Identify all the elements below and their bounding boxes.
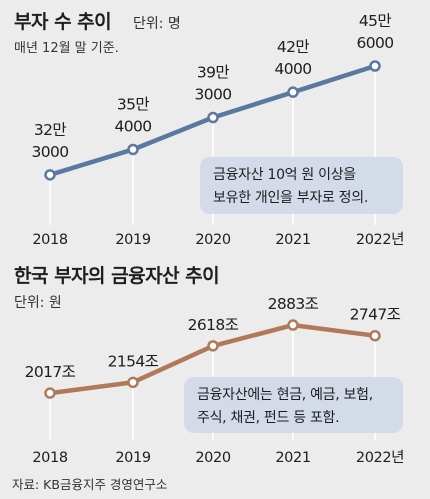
top-tick-label: 2021	[275, 232, 310, 248]
bottom-tick-label: 2020	[195, 450, 230, 466]
top-value-label: 39만	[197, 64, 230, 82]
top-value-label: 35만	[117, 95, 150, 113]
top-point	[369, 60, 381, 72]
top-tick-label: 2018	[32, 232, 67, 248]
bottom-value-label: 2883조	[268, 295, 319, 313]
bottom-point	[44, 387, 56, 399]
bottom-tick-label: 2018	[32, 450, 67, 466]
bottom-value-label: 2154조	[108, 352, 159, 370]
top-chart-unit: 단위: 명	[133, 16, 181, 32]
bottom-annotation-line: 주식, 채권, 펀드 등 포함.	[197, 410, 339, 426]
top-tick-label: 2022년	[356, 231, 404, 248]
top-point	[207, 111, 219, 124]
top-chart-note: 매년 12월 말 기준.	[14, 41, 119, 56]
top-point	[287, 86, 299, 98]
bottom-value-label: 2017조	[25, 363, 76, 381]
source-note: 자료: KB금융지주 경영연구소	[12, 477, 167, 492]
top-annotation-line: 금융자산 10억 원 이상을	[213, 167, 356, 183]
bottom-point	[287, 319, 299, 331]
top-value-label: 42만	[277, 38, 310, 56]
top-annotation-box	[200, 157, 403, 214]
top-value-label: 6000	[356, 34, 393, 52]
top-value-label: 32만	[34, 121, 67, 139]
bottom-annotation-line: 금융자산에는 현금, 예금, 보험,	[197, 387, 373, 403]
bottom-chart-unit: 단위: 원	[14, 295, 62, 311]
bottom-tick-label: 2022년	[356, 449, 404, 466]
bottom-chart-title: 한국 부자의 금융자산 추이	[14, 265, 219, 287]
bottom-point	[369, 329, 381, 342]
bottom-value-label: 2618조	[188, 316, 239, 334]
top-chart-title: 부자 수 추이	[14, 11, 111, 33]
bottom-chart: 금융자산에는 현금, 예금, 보험, 주식, 채권, 펀드 등 포함. 2017조 2…	[25, 295, 405, 466]
top-value-label: 3000	[31, 143, 68, 161]
bottom-annotation-box	[184, 377, 403, 433]
bottom-point	[207, 340, 219, 352]
bottom-tick-label: 2019	[115, 450, 150, 466]
top-value-label: 45만	[359, 12, 392, 30]
top-value-label: 3000	[194, 86, 231, 104]
top-tick-label: 2020	[195, 232, 230, 248]
top-value-label: 4000	[274, 60, 311, 78]
top-annotation-line: 보유한 개인을 부자로 정의.	[213, 190, 368, 206]
top-tick-label: 2019	[115, 232, 150, 248]
top-point	[44, 169, 56, 181]
bottom-point	[127, 376, 139, 389]
bottom-value-label: 2747조	[350, 306, 401, 324]
top-point	[127, 143, 139, 156]
bottom-tick-label: 2021	[275, 450, 310, 466]
top-value-label: 4000	[114, 117, 151, 135]
